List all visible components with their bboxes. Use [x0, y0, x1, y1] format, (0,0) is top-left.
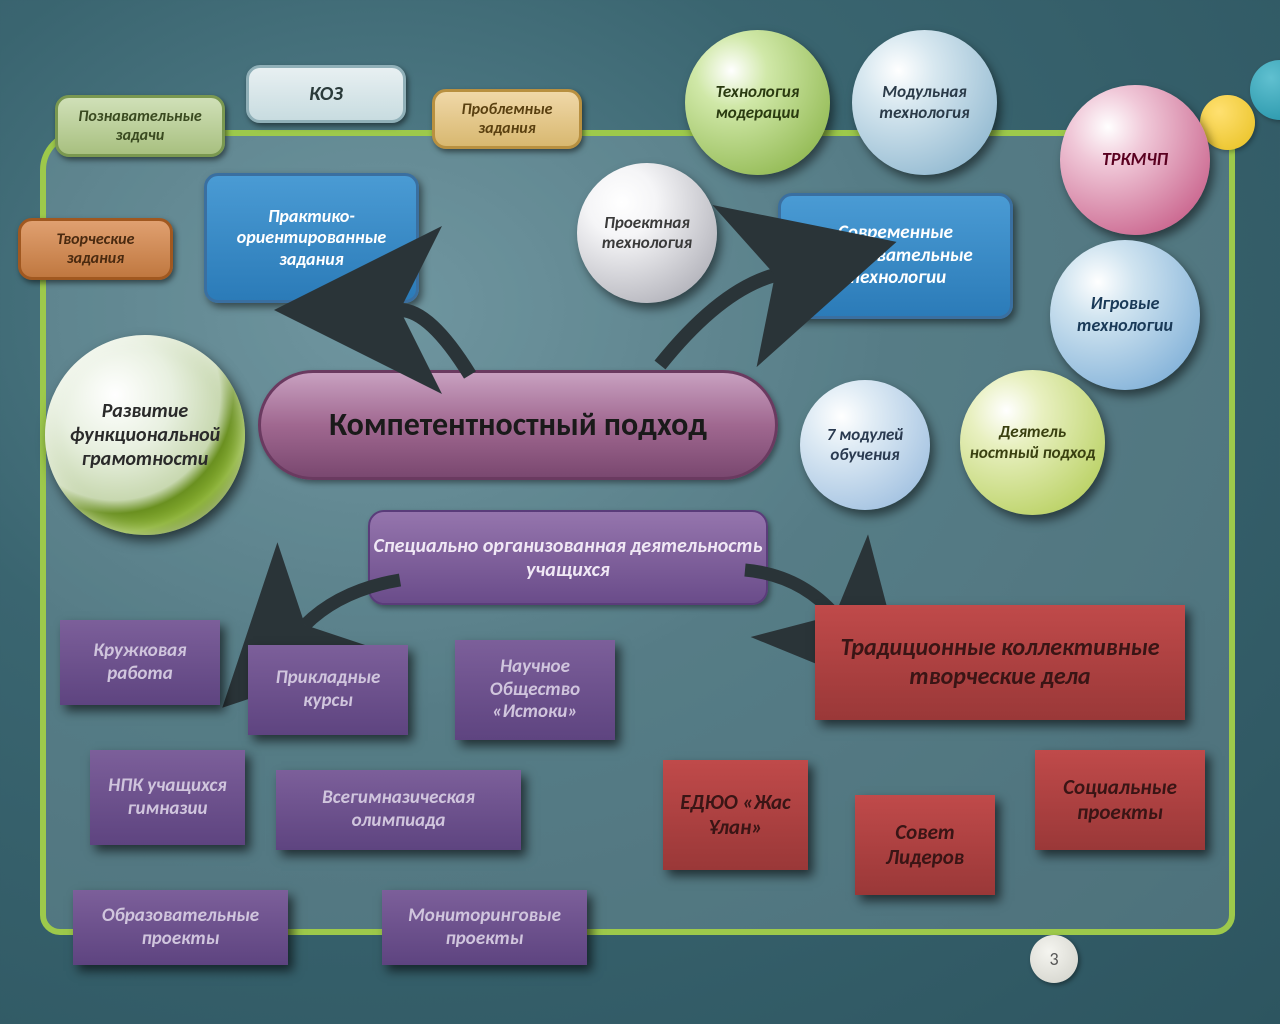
- red-box-rb3: Совет Лидеров: [855, 795, 995, 895]
- purple-box-pb2: Прикладные курсы: [248, 645, 408, 735]
- functional-literacy-ring: Развитие функциональной грамотности: [45, 335, 245, 535]
- sub-title-text: Специально организованная деятельность у…: [370, 534, 766, 582]
- sphere-s1: Проектная технология: [577, 163, 717, 303]
- pill-p1: Познавательные задачи: [55, 95, 225, 157]
- bluebox-b1: Практико-ориентированные задания: [204, 173, 419, 303]
- purple-box-pb5: Всегимназическая олимпиада: [276, 770, 521, 850]
- sphere-s7: Деятель ностный подход: [960, 370, 1105, 515]
- sphere-s2: Технология модерации: [685, 30, 830, 175]
- sphere-s3: Модульная технология: [852, 30, 997, 175]
- red-box-rb4: Социальные проекты: [1035, 750, 1205, 850]
- bluebox-b2: Современные образовательные технологии: [778, 193, 1013, 319]
- sphere-s6: 7 модулей обучения: [800, 380, 930, 510]
- purple-box-pb6: Образовательные проекты: [73, 890, 288, 965]
- pill-p2: КОЗ: [246, 65, 406, 123]
- sphere-s5: Игровые технологии: [1050, 240, 1200, 390]
- pill-p3: Проблемные задания: [432, 89, 582, 149]
- main-title-bar: Компетентностный подход: [258, 370, 778, 480]
- decor-yellow-circle: [1200, 95, 1255, 150]
- page-number: 3: [1049, 948, 1058, 970]
- red-box-rb1: Традиционные коллективные творческие дел…: [815, 605, 1185, 720]
- purple-box-pb7: Мониторинговые проекты: [382, 890, 587, 965]
- purple-box-pb1: Кружковая работа: [60, 620, 220, 705]
- page-number-badge: 3: [1030, 935, 1078, 983]
- red-box-rb2: ЕДЮО «Жас Ұлан»: [663, 760, 808, 870]
- ring-label: Развитие функциональной грамотности: [65, 399, 225, 471]
- purple-box-pb4: НПК учащихся гимназии: [90, 750, 245, 845]
- main-title-text: Компетентностный подход: [329, 406, 707, 444]
- sphere-s4: ТРКМЧП: [1060, 85, 1210, 235]
- pill-p4: Творческие задания: [18, 218, 173, 280]
- sub-title-bar: Специально организованная деятельность у…: [368, 510, 768, 605]
- purple-box-pb3: Научное Общество «Истоки»: [455, 640, 615, 740]
- decor-teal-circle: [1250, 60, 1280, 120]
